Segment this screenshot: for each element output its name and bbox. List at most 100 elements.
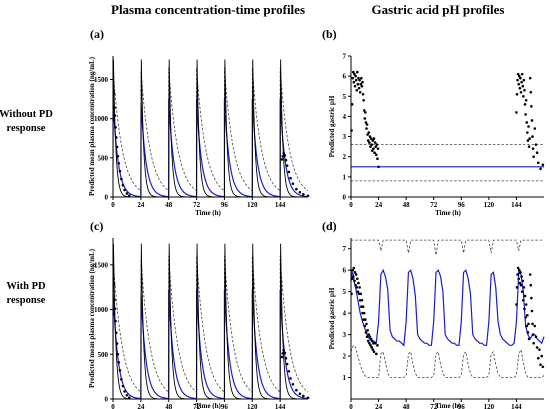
observed-point-b-63 [523,103,527,106]
observed-point-a-8 [117,162,121,165]
observed-point-c-23 [291,382,295,386]
x-tick-label-d-2: 48 [403,403,411,409]
observed-point-c-20 [285,362,289,366]
observed-point-a-16 [281,154,285,158]
x-axis-label-b: Time (h) [435,209,461,217]
observed-point-d-53 [520,290,524,293]
observed-point-b-66 [525,121,529,124]
observed-point-d-45 [516,273,519,276]
y-tick-label-b-7: 7 [343,53,347,61]
panel-c-plasma-with-pd: (c) 0 24 48 72 96 120 144 0 500 1000 1500 Time (h) Pr… [88,219,310,409]
observed-point-d-65 [527,337,531,341]
observed-point-d-60 [524,303,528,306]
observed-point-b-35 [370,143,373,146]
observed-point-b-61 [522,78,526,82]
observed-point-b-36 [370,149,374,152]
x-tick-label-d-0: 0 [349,403,353,409]
y-tick-label-b-4: 4 [343,113,347,121]
observed-point-b-2 [351,76,355,80]
column-title-plasma: Plasma concentration-time profiles [111,2,305,17]
observed-point-d-27 [365,335,369,339]
series-line-c-1 [112,255,309,393]
observed-point-c-19 [284,357,288,360]
observed-point-c-14 [127,396,131,399]
observed-point-b-64 [524,113,527,116]
observed-point-d-54 [521,279,525,283]
x-tick-label-d-5: 120 [484,403,495,409]
observed-point-a-11 [121,183,125,187]
x-tick-label-a-3: 72 [193,201,201,209]
x-tick-label-c-6: 144 [275,403,286,409]
observed-point-b-19 [361,80,364,84]
observed-point-b-53 [518,74,521,78]
x-tick-label-d-1: 24 [375,403,383,409]
y-axis-label-c: Predicted mean plasma concentration (ng/… [88,248,96,388]
observed-point-b-13 [357,86,361,90]
y-tick-label-d-2: 3 [343,331,347,339]
x-tick-label-a-2: 48 [165,201,173,209]
x-tick-label-b-4: 96 [458,201,466,209]
observed-point-b-82 [536,161,540,165]
observed-point-b-16 [359,82,363,86]
observed-point-d-74 [534,335,538,339]
observed-point-b-77 [531,147,535,150]
x-tick-label-b-2: 48 [403,201,411,209]
y-axis-label-a: Predicted mean plasma concentration (ng/… [88,56,96,196]
observed-point-d-33 [369,344,372,347]
observed-point-b-70 [527,145,531,148]
panel-label-d: (d) [322,219,337,233]
observed-point-d-76 [536,356,540,360]
y-tick-label-c-0: 0 [105,396,109,404]
observed-point-c-9 [118,369,122,372]
observed-point-d-24 [364,318,367,321]
observed-point-c-2 [113,298,116,302]
observed-point-b-52 [517,82,521,86]
observed-point-b-26 [365,127,368,130]
observed-point-b-11 [356,82,360,86]
observed-point-b-7 [354,74,357,78]
observed-point-d-51 [519,283,523,287]
y-tick-label-b-0: 0 [343,194,347,202]
observed-point-a-14 [127,194,131,197]
y-tick-label-d-6: 7 [343,245,347,253]
observed-point-d-3 [352,275,355,278]
observed-point-b-60 [522,94,525,98]
observed-point-d-48 [518,268,521,272]
observed-point-b-22 [362,109,366,112]
observed-point-d-12 [357,281,360,285]
observed-point-b-43 [374,153,378,156]
y-tick-label-b-3: 3 [343,133,347,141]
x-tick-label-b-1: 24 [375,201,383,209]
x-tick-label-a-5: 120 [247,201,258,209]
observed-point-b-49 [515,92,519,96]
observed-point-d-39 [372,350,376,354]
observed-point-d-16 [359,292,363,296]
observed-point-b-6 [353,84,357,88]
observed-point-b-27 [365,123,369,126]
observed-point-d-22 [362,311,366,315]
observed-point-a-7 [116,154,120,158]
x-tick-label-c-0: 0 [111,403,115,409]
observed-point-c-17 [282,348,285,352]
observed-point-c-25 [298,392,302,396]
x-tick-label-c-3: 72 [193,403,201,409]
observed-point-b-58 [520,72,524,76]
observed-point-b-84 [541,163,545,167]
observed-point-c-27 [306,396,310,400]
series-line-d-2 [350,344,545,378]
observed-point-b-40 [373,151,376,154]
observed-point-d-2 [351,268,355,272]
y-tick-label-b-6: 6 [343,73,347,81]
x-tick-label-b-6: 144 [511,201,522,209]
observed-point-b-5 [353,72,356,76]
y-tick-label-c-1: 500 [98,351,109,359]
observed-point-d-52 [520,275,523,278]
observed-point-c-16 [281,352,285,355]
observed-point-d-10 [356,277,359,281]
observed-point-c-22 [289,377,292,380]
y-tick-label-d-4: 5 [343,288,347,296]
observed-point-b-67 [526,131,529,134]
observed-point-b-31 [368,141,371,144]
panel-b-ph-without-pd: (b) 0 24 48 72 96 120 144 0 1 2 3 4 5 6 7 Time (h) Predic… [322,27,545,217]
observed-point-d-64 [527,322,530,326]
